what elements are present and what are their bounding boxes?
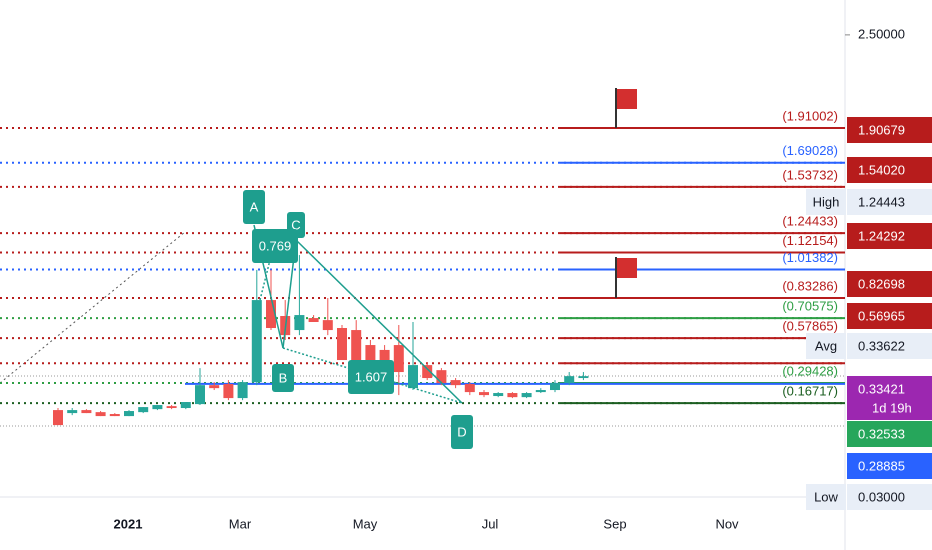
price-countdown: 1d 19h [872,400,912,415]
price-label-box [847,157,932,183]
x-tick-label: May [353,516,378,531]
pattern-label-box [272,364,294,392]
price-tag-box [806,333,846,359]
candle-body [266,300,276,329]
price-label: 0.03000 [858,489,905,504]
price-tag: Avg [815,338,837,353]
candle-body [152,405,163,410]
candle-body [351,330,362,363]
candle-body [308,318,319,323]
candle-body [322,320,333,331]
candle-body [393,345,404,373]
candle-body [109,414,120,417]
price-label: 0.33622 [858,338,905,353]
level-label: (1.01382) [782,250,838,265]
candle-body [507,393,518,398]
x-tick-label: Mar [229,516,252,531]
candle-body [436,370,447,384]
pattern-label-box [348,360,394,394]
price-tag-box [806,484,846,510]
candle-body [67,410,78,414]
candle-body [251,300,262,383]
candle-body [81,410,92,414]
candle-body [166,406,177,409]
price-label-box [847,333,932,359]
candle-body [124,411,134,417]
candle-body [521,393,532,398]
pattern-label: D [457,424,466,439]
y-tick-label: 2.50000 [858,26,905,41]
candle-body [479,392,489,396]
candle-body [223,384,234,399]
candle-body [422,365,433,379]
price-tag-box [806,189,846,215]
level-label: (0.83286) [782,278,838,293]
candle-body [564,376,575,384]
x-tick-label: Nov [715,516,739,531]
level-label: (1.91002) [782,108,838,123]
pattern-label: 0.769 [259,238,292,253]
candle-body [337,328,347,361]
pattern-label: B [279,370,288,385]
level-label: (0.57865) [782,319,838,334]
candle-body [209,385,220,389]
level-label: (0.70575) [782,299,838,314]
price-label-box [847,303,932,329]
flag [615,88,637,128]
price-label: 0.82698 [858,276,905,291]
level-label: (1.12154) [782,233,838,248]
pattern-label: A [250,199,259,214]
x-tick-label: Sep [603,516,626,531]
pattern-label-box [451,415,473,449]
candle-body [294,315,305,331]
price-label-box [847,376,932,420]
price-label: 1.90679 [858,122,905,137]
level-label: (1.24433) [782,214,838,229]
price-label: 0.28885 [858,458,905,473]
level-label: (1.69028) [782,143,838,158]
x-tick-label: 2021 [114,516,143,531]
pattern-label-box [243,190,265,224]
price-label-box [847,117,932,143]
price-label: 1.54020 [858,162,905,177]
level-label: (1.53732) [782,167,838,182]
candle-body [138,407,149,413]
pattern-label-box [252,229,298,263]
candle-body [550,383,560,391]
candle-body [53,410,63,426]
candle-body [180,402,191,409]
price-label-box [847,484,932,510]
candle-body [493,393,504,397]
candle-body [237,382,248,399]
pattern-label: 1.607 [355,369,388,384]
price-label-box [847,223,932,249]
price-label: 1.24443 [858,194,905,209]
candle-body [195,385,205,405]
price-label: 0.33421 [858,381,905,396]
candle-body [95,412,106,417]
level-label: (0.29428) [782,363,838,378]
flag [615,257,637,298]
candle-body [408,365,418,389]
level-label: (0.16717) [782,384,838,399]
price-label: 0.32533 [858,426,905,441]
candle-body [535,390,546,393]
price-label: 0.56965 [858,308,905,323]
price-label: 1.24292 [858,228,905,243]
price-label-box [847,189,932,215]
price-tag: Low [814,489,838,504]
candle-body [450,380,461,386]
pattern-label: C [291,217,300,232]
candle-body [464,384,475,393]
candle-body [578,376,589,379]
x-tick-label: Jul [482,516,499,531]
price-label-box [847,271,932,297]
price-label-box [847,453,932,479]
price-label-box [847,421,932,447]
price-tag: High [813,194,840,209]
